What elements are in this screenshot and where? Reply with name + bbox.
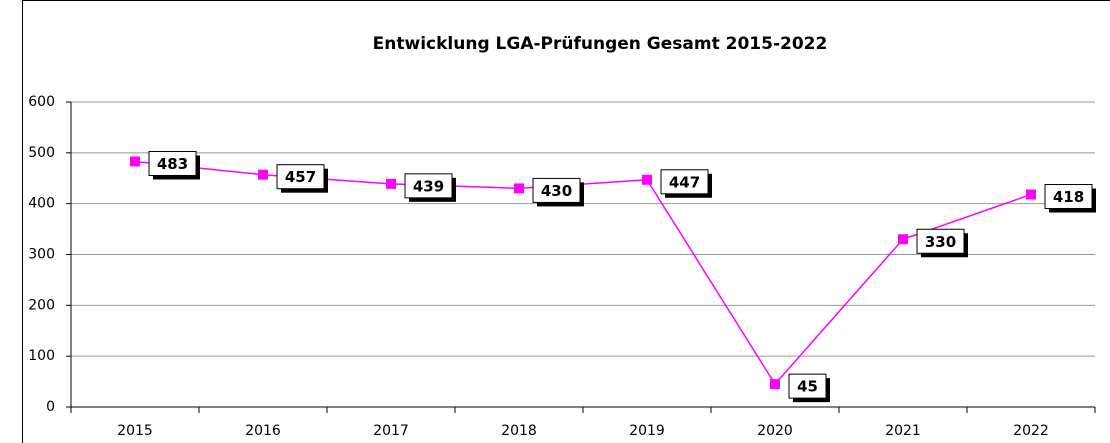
- data-label: 447: [669, 173, 700, 191]
- marker: [642, 174, 652, 185]
- x-tick-label: 2021: [885, 423, 921, 439]
- x-tick-label: 2016: [245, 423, 281, 439]
- y-tick-label: 400: [28, 196, 55, 212]
- marker: [258, 169, 268, 180]
- chart-title: Entwicklung LGA-Prüfungen Gesamt 2015-20…: [373, 34, 828, 54]
- x-tick-label: 2015: [117, 423, 153, 439]
- marker: [130, 156, 140, 167]
- data-label: 418: [1053, 188, 1084, 206]
- data-label-box: [276, 164, 325, 190]
- marker: [386, 178, 396, 189]
- x-tick-label: 2017: [373, 423, 409, 439]
- data-label: 483: [157, 155, 188, 173]
- y-tick-label: 100: [28, 348, 55, 364]
- data-label-box: [148, 150, 197, 176]
- data-label-box: [788, 373, 827, 399]
- y-tick-label: 600: [28, 94, 55, 110]
- x-tick-label: 2020: [757, 423, 793, 439]
- x-tick-label: 2018: [501, 423, 537, 439]
- marker: [1026, 189, 1036, 200]
- data-label: 439: [413, 177, 444, 195]
- data-label-box: [916, 228, 965, 254]
- y-tick-label: 200: [28, 297, 55, 313]
- data-label: 45: [797, 378, 818, 396]
- x-tick-label: 2022: [1013, 423, 1049, 439]
- y-tick-label: 0: [46, 399, 55, 415]
- x-tick-label: 2019: [629, 423, 665, 439]
- data-label: 430: [541, 182, 572, 200]
- data-label-box: [1044, 184, 1093, 210]
- chart-frame: [22, 0, 1110, 443]
- marker: [770, 379, 780, 390]
- y-tick-label: 300: [28, 247, 55, 263]
- marker: [514, 183, 524, 194]
- data-label-box: [532, 177, 581, 203]
- marker: [898, 234, 908, 245]
- data-label-box: [404, 173, 453, 199]
- y-tick-label: 500: [28, 145, 55, 161]
- data-label: 330: [925, 233, 956, 251]
- data-label-box: [660, 169, 709, 195]
- data-label: 457: [285, 168, 316, 186]
